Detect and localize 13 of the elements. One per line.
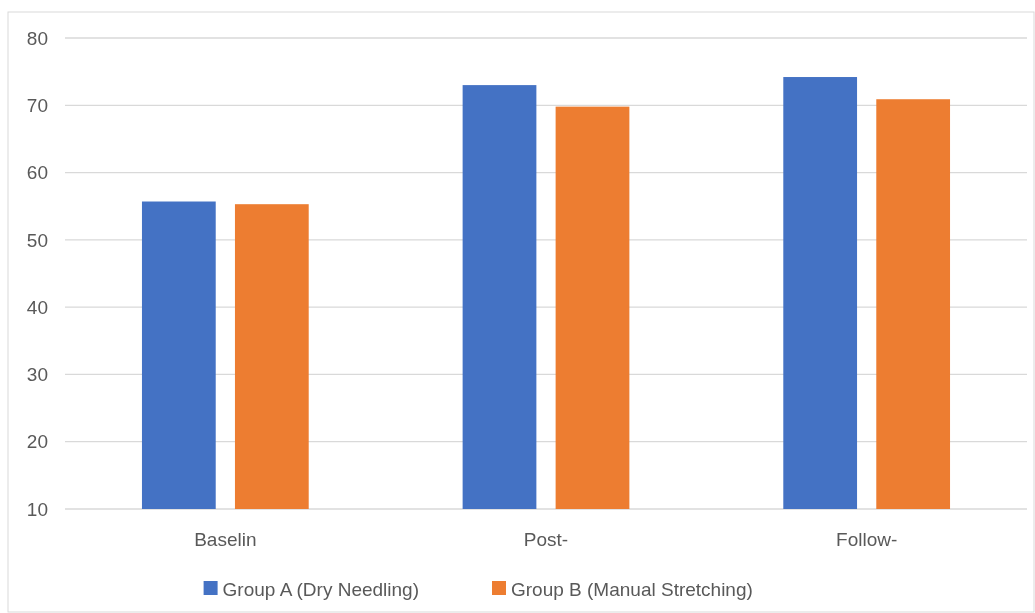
y-tick-label: 80 (26, 27, 48, 49)
x-tick-label: Baselin (194, 529, 257, 550)
legend-label: Group A (Dry Needling) (222, 578, 420, 600)
y-tick-label: 20 (26, 431, 48, 453)
y-tick-label: 40 (26, 296, 48, 318)
y-tick-label: 10 (26, 498, 48, 520)
y-tick-label: 30 (26, 364, 48, 386)
x-tick-label: Follow- (836, 529, 898, 550)
y-tick-label: 50 (26, 229, 48, 251)
x-tick-label: Post- (523, 529, 569, 550)
legend-label: Group B (Manual Stretching) (511, 578, 753, 600)
y-tick-label: 70 (26, 94, 48, 116)
y-tick-label: 60 (26, 162, 48, 184)
